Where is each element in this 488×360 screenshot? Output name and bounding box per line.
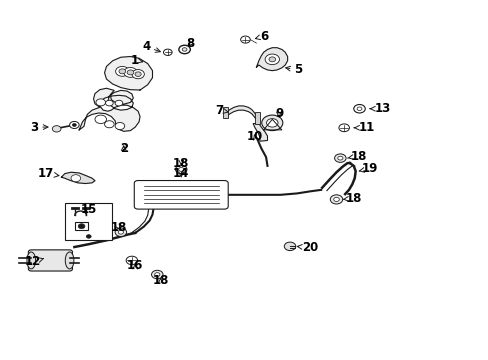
Text: 6: 6: [255, 30, 268, 42]
Circle shape: [132, 69, 144, 79]
Text: 18: 18: [173, 157, 189, 170]
FancyBboxPatch shape: [28, 250, 72, 271]
Circle shape: [115, 122, 124, 130]
Circle shape: [154, 273, 160, 276]
Text: 16: 16: [127, 259, 143, 272]
Circle shape: [115, 66, 129, 76]
Text: 18: 18: [110, 221, 127, 234]
Circle shape: [96, 99, 105, 106]
Ellipse shape: [65, 252, 74, 269]
Polygon shape: [61, 172, 95, 184]
Circle shape: [104, 121, 114, 128]
Text: 13: 13: [369, 102, 390, 115]
Text: 17: 17: [38, 167, 59, 180]
Circle shape: [261, 115, 282, 131]
Circle shape: [163, 49, 172, 55]
Circle shape: [119, 69, 125, 74]
Text: 15: 15: [81, 203, 97, 216]
Text: 5: 5: [285, 63, 302, 76]
Text: 4: 4: [142, 40, 160, 53]
Circle shape: [338, 124, 349, 132]
Circle shape: [175, 165, 186, 174]
Circle shape: [127, 70, 134, 75]
FancyBboxPatch shape: [134, 180, 228, 209]
Polygon shape: [226, 106, 257, 123]
Circle shape: [240, 36, 250, 43]
Circle shape: [178, 167, 183, 171]
Bar: [75, 222, 88, 230]
Circle shape: [329, 195, 342, 204]
Circle shape: [264, 54, 279, 65]
Circle shape: [115, 100, 122, 106]
Text: 19: 19: [358, 162, 378, 175]
Circle shape: [353, 104, 365, 113]
Circle shape: [268, 57, 275, 62]
Text: 12: 12: [24, 255, 43, 268]
Polygon shape: [79, 88, 140, 131]
Polygon shape: [256, 48, 287, 71]
Bar: [255, 112, 259, 123]
Circle shape: [115, 228, 126, 237]
Text: 7: 7: [215, 104, 228, 117]
Circle shape: [86, 235, 91, 238]
Text: 11: 11: [354, 121, 374, 134]
Ellipse shape: [27, 252, 36, 269]
Text: 8: 8: [186, 37, 195, 50]
Circle shape: [95, 115, 106, 123]
Text: 3: 3: [30, 121, 48, 134]
Circle shape: [333, 197, 339, 202]
Circle shape: [72, 123, 76, 126]
Circle shape: [179, 45, 190, 54]
Circle shape: [123, 67, 137, 77]
Text: 18: 18: [347, 149, 366, 162]
Polygon shape: [253, 123, 267, 141]
Polygon shape: [104, 57, 152, 90]
Text: 20: 20: [297, 241, 318, 254]
Circle shape: [266, 118, 278, 127]
Circle shape: [105, 100, 113, 106]
Circle shape: [118, 230, 123, 234]
Circle shape: [135, 72, 141, 76]
Text: 9: 9: [274, 107, 283, 120]
Circle shape: [356, 107, 361, 111]
Circle shape: [52, 126, 61, 132]
Bar: [223, 107, 227, 118]
Circle shape: [284, 242, 295, 251]
Circle shape: [337, 156, 342, 160]
Text: 14: 14: [173, 167, 189, 180]
Circle shape: [182, 48, 186, 51]
Bar: [64, 203, 112, 240]
Circle shape: [334, 154, 346, 162]
Text: 18: 18: [342, 192, 361, 205]
Text: 2: 2: [120, 143, 127, 156]
Text: 1: 1: [130, 54, 142, 67]
Circle shape: [69, 121, 79, 129]
Circle shape: [151, 270, 163, 279]
Circle shape: [78, 224, 85, 229]
Text: 18: 18: [152, 274, 168, 287]
Text: 10: 10: [246, 130, 263, 143]
Circle shape: [126, 256, 137, 265]
Circle shape: [71, 175, 81, 182]
